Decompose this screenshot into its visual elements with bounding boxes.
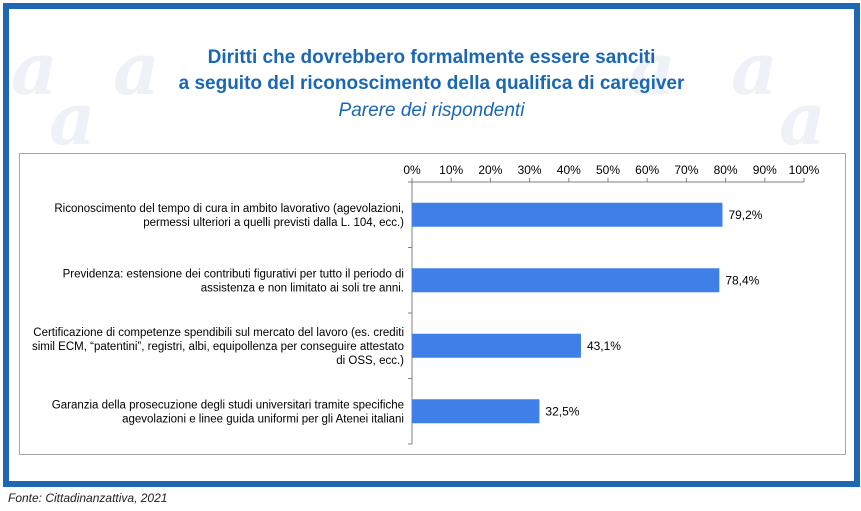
watermark-logo: a	[49, 76, 96, 161]
x-tick-label: 70%	[674, 163, 698, 177]
source-note: Fonte: Cittadinanzattiva, 2021	[8, 491, 168, 505]
watermark-logo: a	[629, 26, 676, 111]
category-label: assistenza e non limitato ai soli tre an…	[201, 282, 404, 294]
category-label: Certificazione di competenze spendibili …	[33, 327, 404, 339]
x-tick-label: 0%	[403, 163, 421, 177]
bar	[412, 202, 723, 227]
bar-value-label: 32,5%	[545, 404, 579, 418]
chart-title-block: Diritti che dovrebbero formalmente esser…	[9, 45, 854, 124]
plot-area: 0% 10% 20% 30% 40% 50% 60% 70% 80% 90% 100% 79,2% Ri…	[19, 153, 846, 455]
bar-value-label: 43,1%	[587, 339, 621, 353]
chart-title-line-1: Diritti che dovrebbero formalmente esser…	[207, 47, 656, 68]
x-tick-label: 50%	[596, 163, 620, 177]
bar-chart: 0% 10% 20% 30% 40% 50% 60% 70% 80% 90% 100% 79,2% Ri…	[32, 163, 820, 445]
x-tick-label: 20%	[478, 163, 502, 177]
category-label: permessi ulteriori a quelli previsti dal…	[143, 217, 404, 229]
x-tick-label: 90%	[753, 163, 777, 177]
watermark-logo: a	[113, 26, 160, 111]
watermark-logo: a	[779, 76, 826, 161]
category-label: Garanzia della prosecuzione degli studi …	[52, 399, 404, 411]
chart-subtitle: Parere dei rispondenti	[338, 100, 525, 121]
x-tick-label: 100%	[789, 163, 820, 177]
category-label: di OSS, ecc.)	[336, 355, 404, 367]
category-label: agevolazioni e linee guida uniformi per …	[122, 413, 404, 425]
chart-title-line-2: a seguito del riconoscimento della quali…	[178, 73, 685, 94]
x-tick-label: 30%	[518, 163, 542, 177]
bar-value-label: 78,4%	[725, 273, 759, 287]
bar-value-label: 79,2%	[728, 208, 762, 222]
x-tick-label: 60%	[635, 163, 659, 177]
category-label: Previdenza: estensione dei contributi fi…	[63, 268, 404, 280]
bar	[412, 399, 540, 424]
x-tick-label: 80%	[714, 163, 738, 177]
bar	[412, 268, 720, 293]
x-tick-label: 10%	[439, 163, 463, 177]
watermark-logo: a	[731, 26, 778, 111]
bar	[412, 333, 581, 358]
watermark-logo: a	[11, 26, 58, 111]
x-tick-label: 40%	[557, 163, 581, 177]
category-label: simil ECM, “patentini”, registri, albi, …	[32, 341, 404, 353]
chart-frame: a a a a a a Diritti che dovrebbero forma…	[3, 3, 860, 487]
category-label: Riconoscimento del tempo di cura in ambi…	[54, 203, 404, 215]
